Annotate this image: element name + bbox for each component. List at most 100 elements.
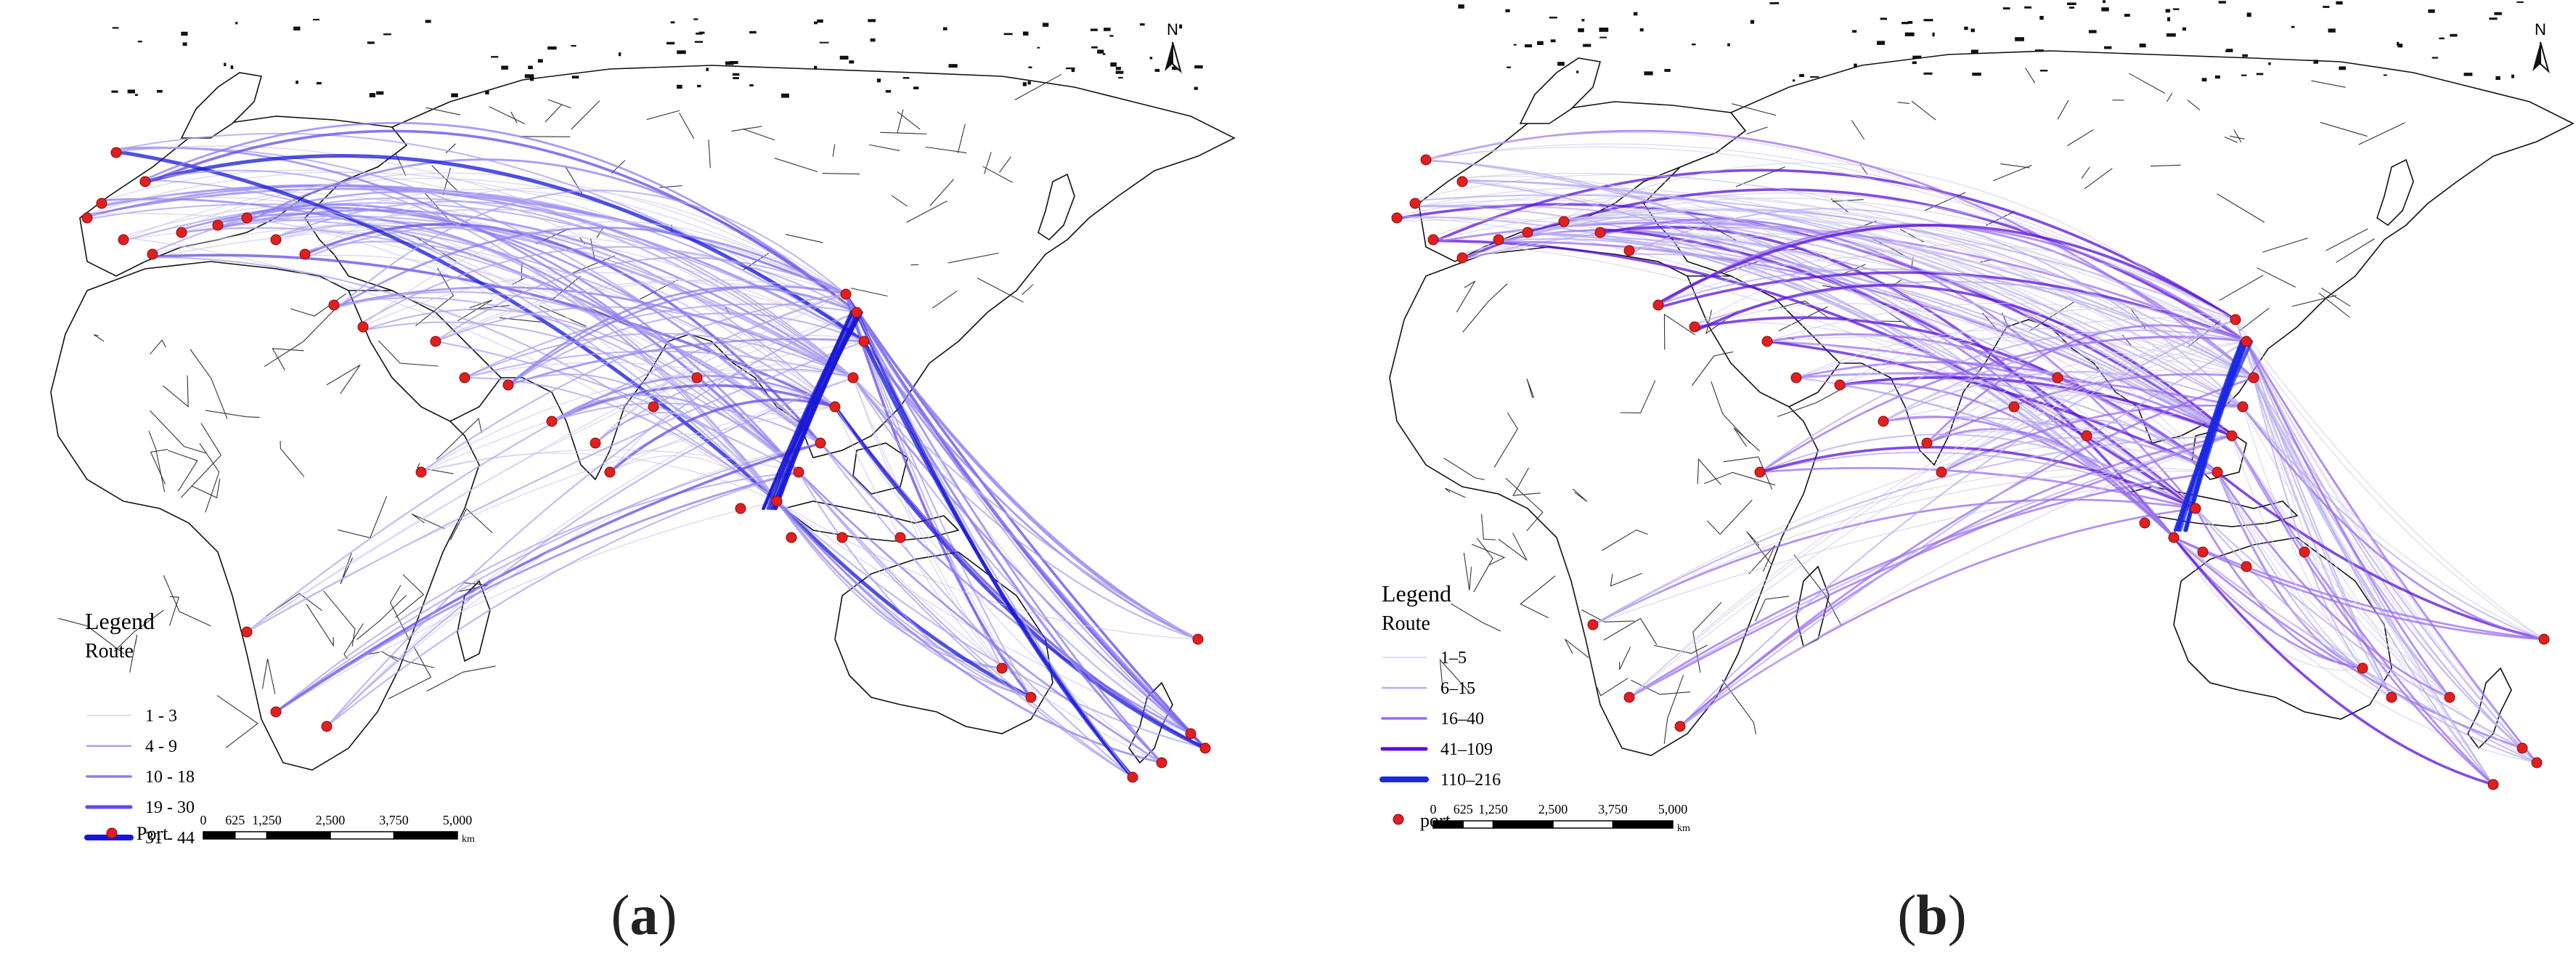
port-marker bbox=[590, 437, 601, 449]
legend-class-label: 16–40 bbox=[1440, 710, 1484, 729]
route-lines bbox=[85, 121, 1207, 779]
port-marker bbox=[2538, 633, 2550, 645]
scale-tick-label: 1,250 bbox=[1478, 802, 1508, 816]
legend-class-label: 1–5 bbox=[1440, 649, 1467, 668]
legend-route-class: 16–40 bbox=[1381, 710, 1484, 729]
port-marker bbox=[815, 437, 826, 449]
port-marker bbox=[1127, 771, 1138, 783]
port-marker bbox=[2052, 372, 2063, 384]
port-marker bbox=[2516, 742, 2528, 754]
legend-port-icon bbox=[1393, 814, 1404, 825]
port-marker bbox=[1156, 757, 1167, 769]
port-marker bbox=[1025, 692, 1037, 703]
port-marker bbox=[2168, 532, 2180, 543]
map-panel-a: N Legend Route 1 - 3 4 - 9 10 - 18 19 - 30 3… bbox=[50, 18, 1236, 946]
scale-tick-label: 625 bbox=[1454, 802, 1473, 816]
legend-title: Legend bbox=[1382, 580, 1451, 607]
scale-tick-label: 5,000 bbox=[1658, 802, 1688, 816]
port-marker bbox=[829, 401, 841, 413]
scale-tick-label: 3,750 bbox=[379, 813, 409, 827]
port-marker bbox=[996, 662, 1008, 674]
port-marker bbox=[851, 307, 863, 318]
legend-route-class: 10 - 18 bbox=[86, 768, 195, 787]
port-markers bbox=[81, 147, 1211, 783]
port-marker bbox=[2241, 561, 2252, 572]
port-marker bbox=[1623, 245, 1635, 256]
port-marker bbox=[118, 234, 129, 246]
scale-unit-label: km bbox=[462, 834, 475, 845]
port-marker bbox=[270, 234, 282, 246]
port-marker bbox=[2197, 546, 2209, 558]
landmass-japan bbox=[1038, 173, 1075, 241]
legend-route-class: 4 - 9 bbox=[86, 737, 177, 756]
port-marker bbox=[321, 721, 333, 732]
port-marker bbox=[858, 336, 870, 347]
port-marker bbox=[1834, 379, 1846, 391]
scale-tick-label: 1,250 bbox=[252, 813, 282, 827]
port-marker bbox=[2081, 430, 2092, 442]
port-marker bbox=[2299, 546, 2310, 558]
port-marker bbox=[2226, 430, 2238, 442]
legend-route-class: 110–216 bbox=[1379, 771, 1501, 790]
north-arrow-icon: N bbox=[1165, 20, 1182, 74]
route-map-a: N Legend Route 1 - 3 4 - 9 10 - 18 19 - 30 3… bbox=[50, 18, 1236, 848]
port-marker bbox=[147, 248, 158, 260]
port-marker bbox=[1456, 252, 1468, 264]
scale-tick-label: 625 bbox=[225, 813, 245, 827]
port-marker bbox=[2139, 517, 2151, 529]
port-marker bbox=[1456, 176, 1468, 187]
caption-b: (b) bbox=[1897, 883, 1967, 946]
scale-tick-label: 5,000 bbox=[443, 813, 473, 827]
legend-route-class: 6–15 bbox=[1381, 679, 1475, 698]
scale-tick-label: 0 bbox=[1430, 802, 1437, 816]
legend-class-label: 6–15 bbox=[1440, 679, 1475, 698]
legend-route-class: 1–5 bbox=[1382, 649, 1467, 668]
port-marker bbox=[648, 401, 659, 413]
port-marker bbox=[1790, 372, 1802, 384]
port-marker bbox=[1420, 154, 1432, 166]
scale-tick-label: 0 bbox=[200, 813, 207, 827]
legend-port-entry: Port bbox=[106, 823, 168, 844]
legend-route-class: 1 - 3 bbox=[86, 707, 177, 726]
legend-subtitle: Route bbox=[1382, 612, 1430, 635]
port-marker bbox=[502, 379, 514, 391]
legend-class-label: 1 - 3 bbox=[145, 707, 177, 726]
landmass-scand bbox=[180, 72, 263, 139]
port-marker bbox=[2008, 401, 2020, 413]
route-lines bbox=[1394, 129, 2546, 786]
port-marker bbox=[1587, 619, 1599, 631]
port-marker bbox=[1391, 212, 1403, 224]
port-marker bbox=[786, 532, 797, 543]
port-marker bbox=[1652, 299, 1664, 311]
port-marker bbox=[96, 198, 107, 209]
port-marker bbox=[2241, 336, 2252, 347]
port-marker bbox=[2357, 662, 2368, 674]
port-marker bbox=[110, 147, 122, 158]
port-marker bbox=[2230, 314, 2241, 325]
port-marker bbox=[2248, 372, 2259, 384]
port-marker bbox=[2190, 503, 2201, 514]
legend-class-label: 10 - 18 bbox=[145, 768, 195, 787]
port-marker bbox=[1594, 227, 1606, 238]
port-marker bbox=[2237, 401, 2249, 413]
port-marker bbox=[241, 626, 253, 638]
port-marker bbox=[1936, 466, 1947, 478]
port-marker bbox=[836, 532, 848, 543]
port-marker bbox=[2487, 779, 2499, 790]
port-marker bbox=[1522, 227, 1533, 238]
port-marker bbox=[2444, 692, 2455, 703]
port-marker bbox=[1493, 234, 1504, 246]
port-marker bbox=[840, 288, 852, 300]
caption-a: (a) bbox=[611, 883, 677, 946]
north-arrow-icon: N bbox=[2532, 20, 2550, 74]
port-marker bbox=[1623, 692, 1635, 703]
port-marker bbox=[1921, 437, 1933, 449]
legend-route-class: 41–109 bbox=[1380, 740, 1493, 759]
port-marker bbox=[176, 227, 187, 238]
legend-title: Legend bbox=[85, 608, 155, 634]
landmass-indo bbox=[783, 500, 960, 542]
legend-class-label: 31 - 44 bbox=[145, 829, 195, 848]
port-marker bbox=[81, 212, 93, 224]
svg-text:Port: Port bbox=[136, 823, 168, 844]
